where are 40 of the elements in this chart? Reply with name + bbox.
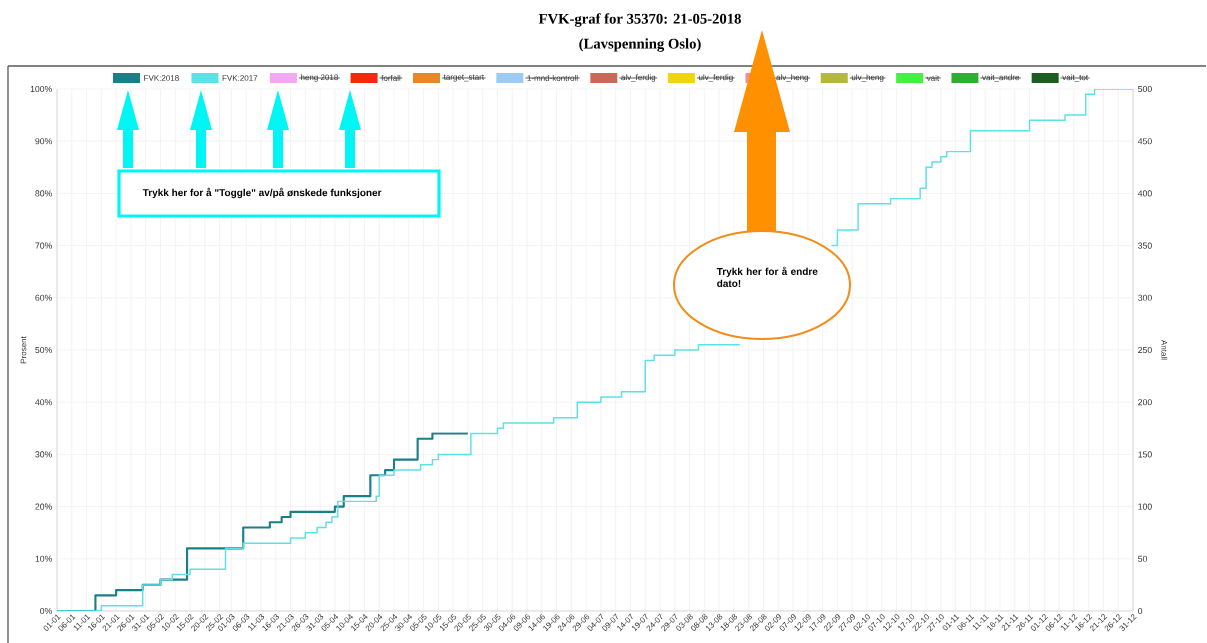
y-tick-label: 90% [35, 138, 52, 145]
y-tick-label: 40% [35, 399, 52, 406]
legend-label: alv_heng [776, 74, 808, 82]
legend-label: target_start [443, 74, 485, 82]
y2-tick-label: 200 [1138, 399, 1152, 406]
chart-subtitle: (Lavspenning Oslo) [579, 38, 701, 52]
y2-tick-label: 400 [1137, 190, 1152, 197]
y2-tick-label: 300 [1138, 294, 1152, 301]
y2-tick-label: 100 [1138, 503, 1152, 510]
y-tick-label: 50% [35, 346, 52, 354]
legend-label: FVK:2018 [144, 75, 179, 81]
y-tick-label: 100% [30, 85, 52, 93]
legend-label: vait [926, 75, 940, 81]
annotation: Trykk her for å "Toggle" av/på ønskede funksjoner [142, 187, 382, 199]
chart-title: FVK-graf for 35370: 21-05-2018 [538, 13, 741, 27]
y2-tick-label: 250 [1138, 346, 1152, 354]
y-tick-label: 30% [35, 451, 52, 458]
y2-tick-label: 450 [1137, 138, 1152, 145]
y-tick-label: 0% [40, 607, 52, 615]
y2-tick-label: 50 [1138, 555, 1148, 562]
annotation: Trykk her for å endre dato! [716, 266, 818, 288]
legend-label: ulv_ferdig [699, 74, 733, 82]
legend-label: forfall [381, 75, 401, 81]
legend-label: FVK:2017 [222, 75, 258, 81]
y2-tick-label: 350 [1138, 242, 1152, 249]
y-axis-title: Prosent [20, 336, 27, 364]
y2-tick-label: 150 [1138, 451, 1152, 458]
y-tick-label: 20% [35, 503, 52, 510]
y-tick-label: 70% [35, 242, 52, 249]
legend-label: alv_ferdig [621, 74, 656, 82]
y-tick-label: 80% [35, 190, 52, 197]
legend-label: vait_andre [982, 74, 1020, 82]
legend-label: vait_tot [1062, 74, 1089, 82]
y2-axis-title: Antall [1161, 340, 1168, 360]
y-tick-label: 60% [35, 294, 52, 301]
legend-label: ulv_heng [851, 74, 884, 82]
y-tick-label: 10% [35, 555, 52, 562]
legend-label: 1-mnd-kontroll [527, 75, 578, 81]
y2-tick-label: 0 [1138, 607, 1143, 615]
y2-tick-label: 500 [1138, 85, 1152, 93]
